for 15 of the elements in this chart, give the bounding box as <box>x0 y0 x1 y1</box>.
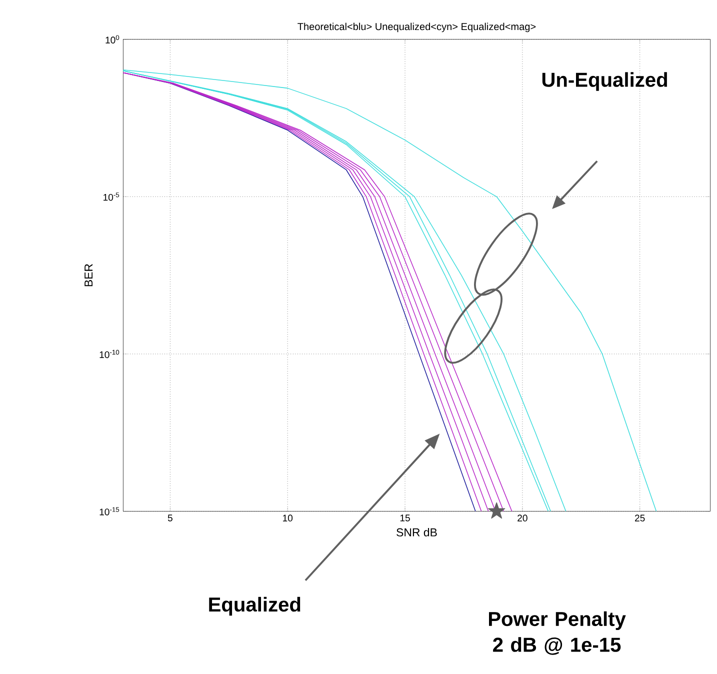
x-tick-label: 10 <box>283 514 293 522</box>
y-axis-title: BER <box>84 264 92 286</box>
annotation: Un-Equalized <box>542 72 668 91</box>
text: Power Penalty 2 dB @ 1e-15 <box>489 611 626 655</box>
x-tick-label: 20 <box>518 514 528 522</box>
text: Equalized <box>209 596 300 616</box>
x-tick-label: 25 <box>635 514 645 522</box>
x-axis-title: SNR dB <box>396 528 437 536</box>
y-tick-label: 10$^{-5}$ <box>104 192 120 201</box>
x-tick-label: 15 <box>400 514 410 522</box>
chart-title: Theoretical<blu> Unequalized<cyn> Equalized<mag> <box>298 22 536 32</box>
x-tick-label: 5 <box>168 514 172 522</box>
y-tick-label: 10$^{0}$ <box>106 35 120 44</box>
y-tick-label: 10$^{-10}$ <box>100 350 120 358</box>
y-tick-label: 10$^{-15}$ <box>100 507 120 516</box>
